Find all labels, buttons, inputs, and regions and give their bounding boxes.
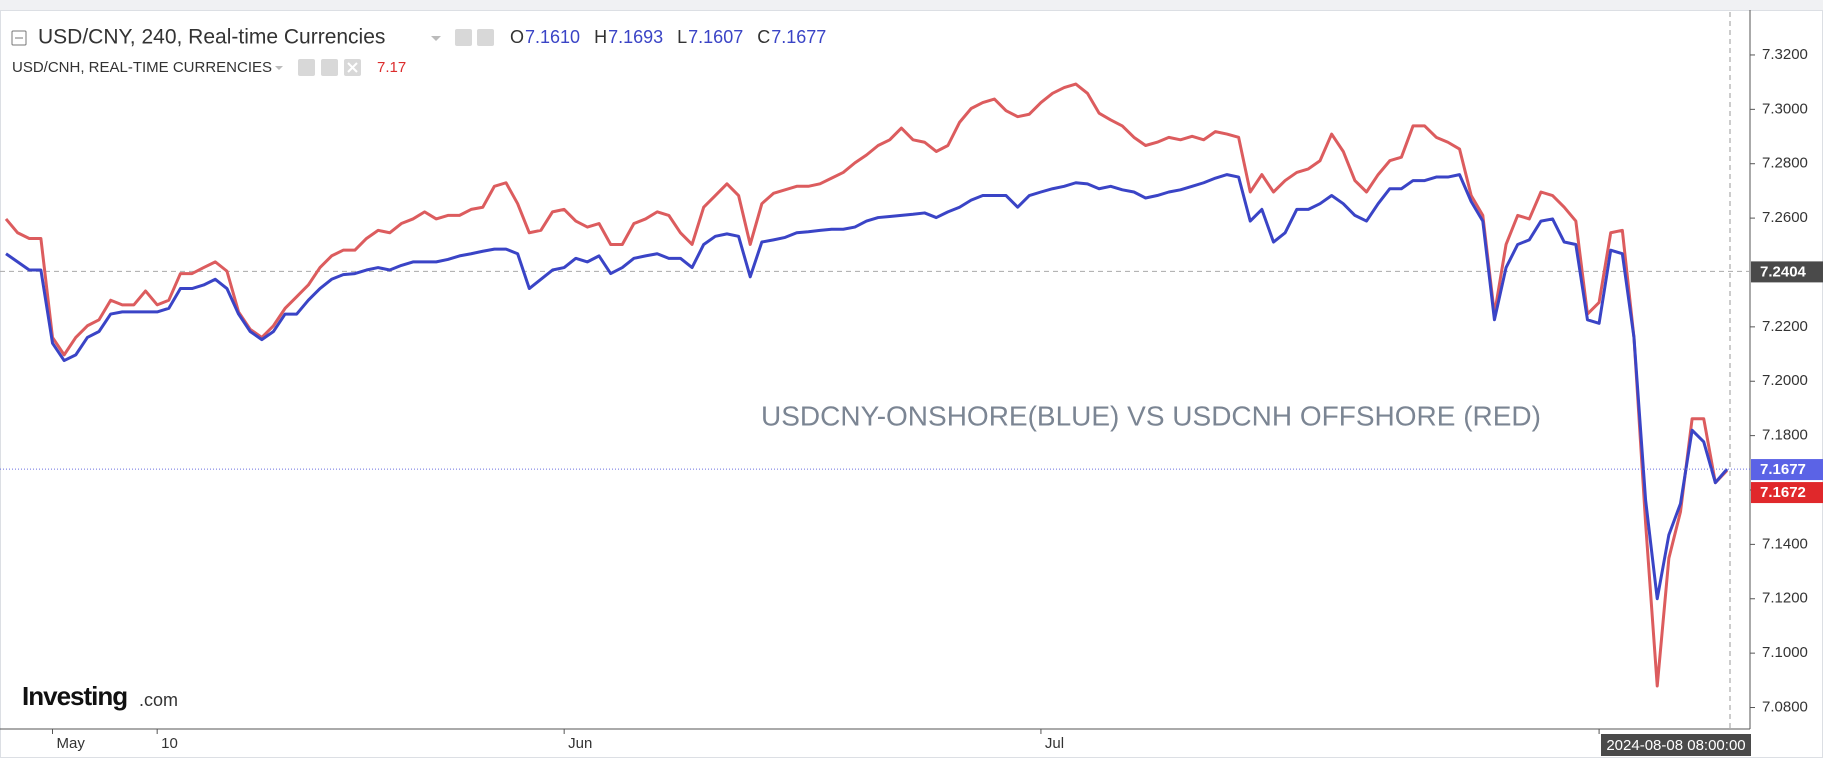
annotation: USDCNY-ONSHORE(BLUE) VS USDCNH OFFSHORE … (761, 400, 1541, 431)
last-value-label: 7.1677 (1760, 461, 1806, 478)
y-tick-label: 7.1400 (1762, 535, 1808, 552)
y-tick-label: 7.2200 (1762, 318, 1808, 335)
secondary-value: 7.17 (377, 59, 406, 76)
x-tick-label: Jun (568, 735, 592, 752)
y-tick-label: 7.1000 (1762, 644, 1808, 661)
ohlc-value: 7.1677 (771, 27, 826, 47)
ohlc: O 7.1610 H 7.1693 L 7.1607 C 7.1677 (510, 27, 826, 47)
x-tick-label: Jul (1045, 735, 1064, 752)
ohlc-key: L (677, 27, 687, 47)
crosshair-date-bg (1601, 734, 1751, 756)
series-title: USD/CNY, 240, Real-time Currencies (38, 26, 385, 49)
ohlc-key: O (510, 27, 524, 47)
ohlc-value: 7.1610 (525, 27, 580, 47)
crosshair-label-bg (1751, 261, 1823, 283)
x-tick-label: May (57, 735, 86, 752)
ohlc-value: 7.1607 (688, 27, 743, 47)
ohlc-key: H (594, 27, 607, 47)
y-tick-label: 7.0800 (1762, 698, 1808, 715)
y-tick-label: 7.2800 (1762, 155, 1808, 172)
ohlc-key: C (757, 27, 770, 47)
settings-icon[interactable] (477, 29, 494, 46)
ohlc-value: 7.1693 (608, 27, 663, 47)
brand-name: Investing (22, 681, 127, 711)
y-tick-label: 7.3000 (1762, 100, 1808, 117)
visibility-icon[interactable] (455, 29, 472, 46)
collapse-icon[interactable] (11, 30, 27, 46)
top-strip (0, 0, 1823, 10)
series-line (4, 82, 1729, 688)
remove-icon-cross (347, 62, 358, 73)
y-tick-label: 7.1800 (1762, 427, 1808, 444)
brand-suffix: .com (139, 690, 178, 710)
brand: Investing .com (22, 681, 178, 711)
visibility-icon[interactable] (298, 59, 315, 76)
series-title: USD/CNH, REAL-TIME CURRENCIES (12, 59, 272, 76)
dropdown-icon[interactable] (431, 36, 441, 41)
last-value-label: 7.1672 (1760, 484, 1806, 501)
y-tick-label: 7.1200 (1762, 590, 1808, 607)
y-tick-label: 7.3200 (1762, 46, 1808, 63)
y-tick-label: 7.2600 (1762, 209, 1808, 226)
crosshair-date: 2024-08-08 08:00:00 (1606, 737, 1745, 754)
dropdown-icon[interactable] (275, 66, 283, 70)
last-value-label-bg (1751, 459, 1823, 481)
series-line (5, 173, 1729, 601)
settings-icon[interactable] (321, 59, 338, 76)
last-value-label-bg (1751, 482, 1823, 504)
y-tick-label: 7.2000 (1762, 372, 1808, 389)
x-tick-label: 10 (161, 735, 178, 752)
crosshair-label: 7.2404 (1760, 263, 1807, 280)
